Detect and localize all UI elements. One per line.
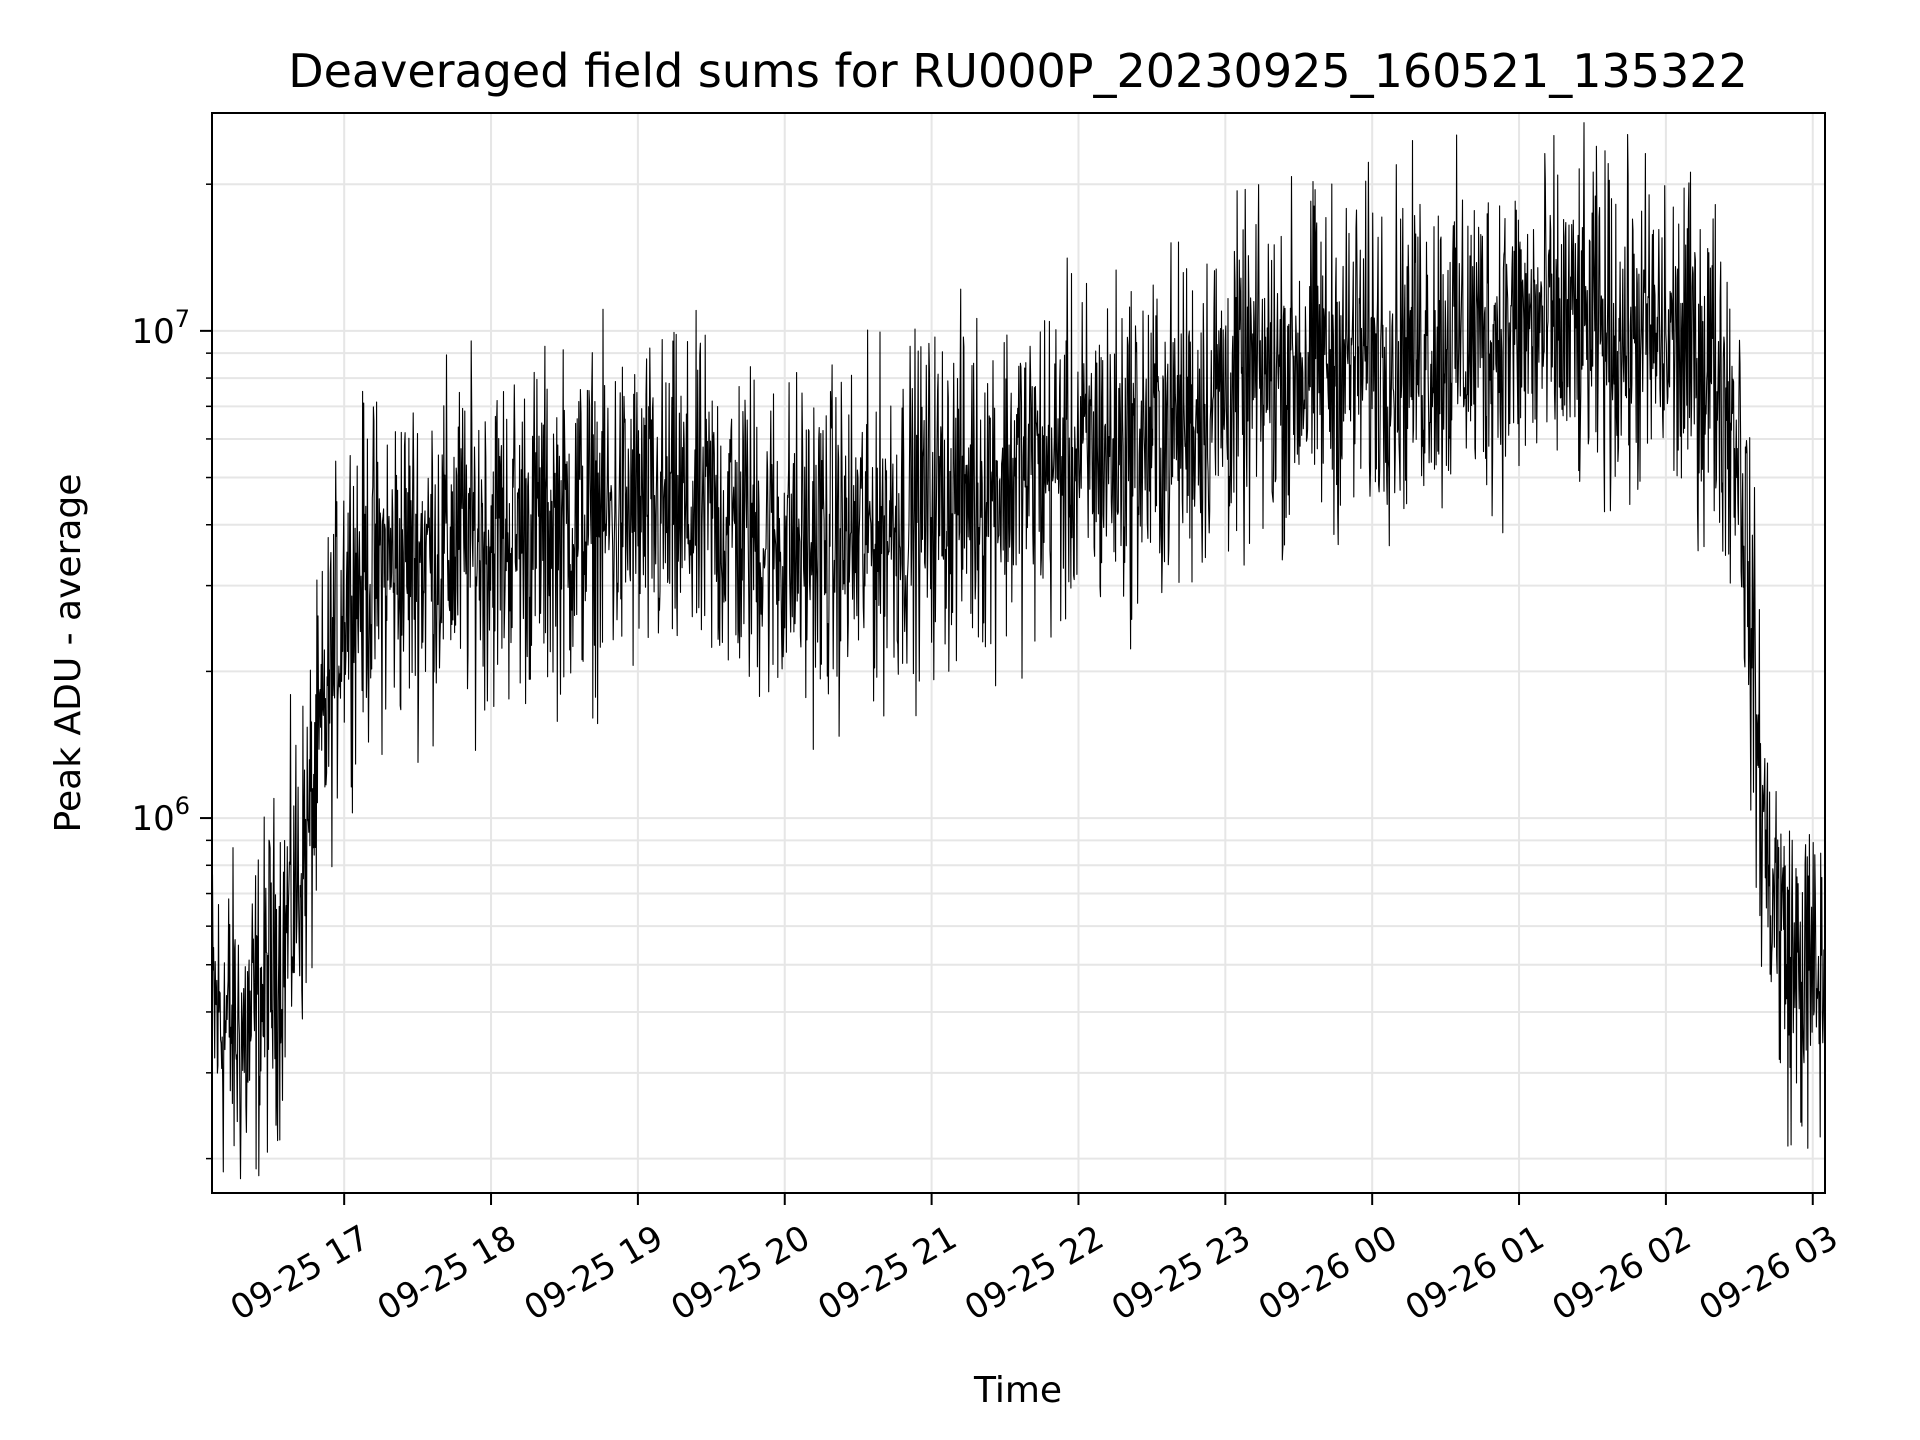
y-axis: 106 107 <box>131 183 212 1160</box>
series-line <box>211 122 1826 1180</box>
chart-title: Deaveraged field sums for RU000P_2023092… <box>288 44 1748 98</box>
y-tick-label: 106 <box>131 792 190 839</box>
x-axis-label: Time <box>973 1370 1062 1411</box>
series-layer <box>211 122 1826 1180</box>
y-tick-label: 107 <box>131 305 190 352</box>
y-axis-label: Peak ADU - average <box>48 474 89 833</box>
plot-frame <box>211 112 1826 1194</box>
